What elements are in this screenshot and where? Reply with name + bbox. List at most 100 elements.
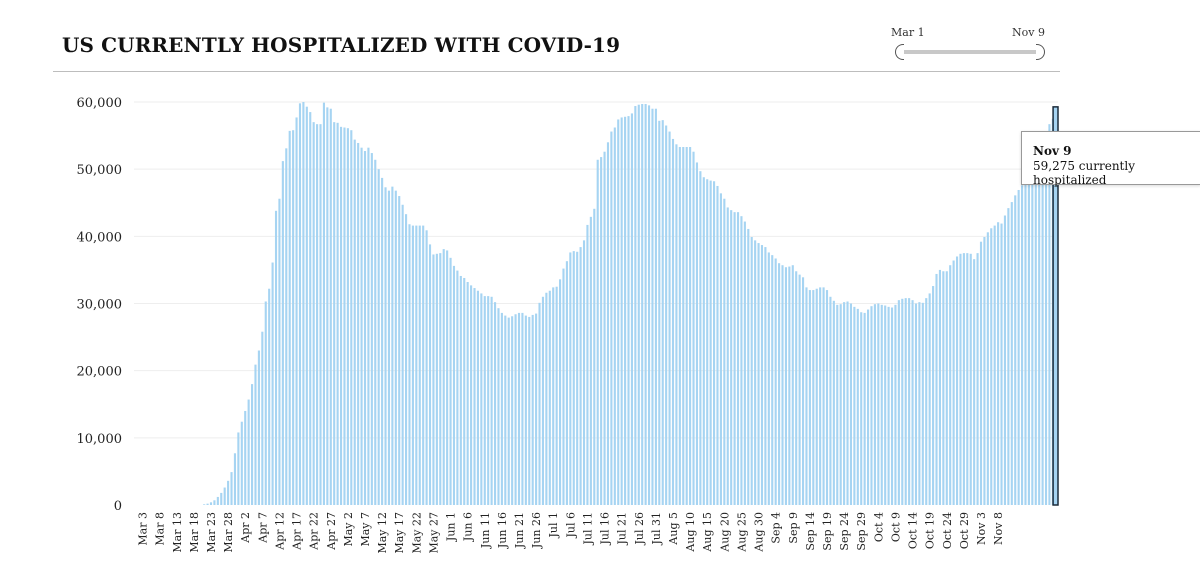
- bar[interactable]: [1048, 124, 1051, 505]
- bar[interactable]: [274, 210, 278, 505]
- bar[interactable]: [849, 303, 853, 506]
- bar[interactable]: [716, 185, 719, 506]
- bar[interactable]: [808, 290, 811, 505]
- bar[interactable]: [671, 138, 675, 506]
- bar[interactable]: [747, 228, 750, 505]
- bar[interactable]: [839, 304, 842, 505]
- bar[interactable]: [699, 171, 702, 505]
- bar[interactable]: [692, 151, 695, 505]
- bar[interactable]: [370, 153, 373, 505]
- bar[interactable]: [894, 304, 897, 505]
- bar[interactable]: [216, 496, 219, 505]
- bar[interactable]: [435, 253, 438, 505]
- bar[interactable]: [408, 224, 411, 505]
- bar[interactable]: [312, 122, 315, 506]
- bar[interactable]: [928, 293, 931, 505]
- bar[interactable]: [634, 106, 637, 505]
- bar[interactable]: [689, 147, 692, 506]
- bar[interactable]: [572, 251, 575, 505]
- bar[interactable]: [914, 303, 918, 506]
- bar[interactable]: [562, 268, 565, 505]
- bar[interactable]: [925, 298, 928, 505]
- bar[interactable]: [778, 263, 781, 505]
- bar[interactable]: [736, 212, 740, 506]
- bar[interactable]: [935, 273, 938, 505]
- bar[interactable]: [511, 316, 514, 505]
- bar[interactable]: [843, 302, 846, 505]
- bar[interactable]: [788, 266, 791, 505]
- bar[interactable]: [480, 293, 483, 505]
- bar[interactable]: [517, 312, 521, 505]
- bar[interactable]: [264, 301, 267, 505]
- bar[interactable]: [1027, 171, 1030, 505]
- bar[interactable]: [990, 228, 993, 506]
- bar[interactable]: [528, 316, 531, 505]
- bar[interactable]: [613, 127, 616, 506]
- bar[interactable]: [969, 253, 972, 505]
- bar[interactable]: [363, 151, 367, 505]
- bar[interactable]: [271, 262, 274, 505]
- bar[interactable]: [702, 177, 705, 505]
- bar[interactable]: [795, 271, 798, 505]
- bar[interactable]: [500, 312, 503, 505]
- bar[interactable]: [890, 307, 894, 505]
- bar[interactable]: [723, 198, 726, 505]
- bar[interactable]: [856, 308, 859, 505]
- bar[interactable]: [487, 296, 490, 505]
- bar[interactable]: [268, 288, 271, 505]
- bar[interactable]: [367, 147, 370, 505]
- bar[interactable]: [422, 225, 425, 505]
- bar[interactable]: [740, 216, 743, 505]
- bar[interactable]: [298, 103, 302, 506]
- bar[interactable]: [292, 130, 295, 505]
- bar[interactable]: [360, 147, 363, 505]
- bar[interactable]: [446, 250, 449, 505]
- bar[interactable]: [754, 240, 757, 505]
- bar[interactable]: [261, 331, 264, 505]
- bar[interactable]: [288, 130, 291, 506]
- bar[interactable]: [921, 302, 924, 505]
- bar[interactable]: [654, 108, 657, 505]
- bar[interactable]: [565, 261, 568, 505]
- bar[interactable]: [887, 306, 890, 505]
- bar[interactable]: [285, 148, 288, 505]
- bar[interactable]: [760, 245, 764, 505]
- bar[interactable]: [825, 290, 829, 505]
- bar[interactable]: [665, 125, 668, 505]
- bar[interactable]: [521, 312, 524, 505]
- bar[interactable]: [641, 104, 644, 505]
- bar[interactable]: [411, 225, 414, 505]
- bar[interactable]: [470, 285, 473, 505]
- bar[interactable]: [1014, 195, 1017, 505]
- bar[interactable]: [644, 104, 647, 505]
- bar[interactable]: [466, 282, 469, 505]
- bar[interactable]: [997, 222, 1000, 505]
- bar[interactable]: [555, 286, 558, 505]
- bar[interactable]: [1021, 185, 1024, 505]
- bar[interactable]: [579, 247, 582, 505]
- bar[interactable]: [976, 253, 979, 505]
- bar[interactable]: [938, 269, 941, 505]
- bar[interactable]: [651, 108, 654, 505]
- bar[interactable]: [596, 159, 599, 505]
- bar[interactable]: [497, 308, 500, 505]
- bar[interactable]: [538, 302, 541, 505]
- bar[interactable]: [630, 113, 633, 505]
- bar[interactable]: [425, 230, 428, 505]
- bar[interactable]: [610, 131, 613, 505]
- bar[interactable]: [329, 108, 332, 505]
- bar[interactable]: [973, 259, 976, 505]
- bar[interactable]: [880, 304, 883, 505]
- bar[interactable]: [394, 190, 397, 505]
- bar[interactable]: [1044, 136, 1048, 505]
- bar[interactable]: [339, 126, 343, 505]
- bar[interactable]: [227, 480, 230, 505]
- bar[interactable]: [1010, 202, 1013, 505]
- bar[interactable]: [805, 287, 808, 505]
- bar[interactable]: [675, 144, 678, 505]
- bar[interactable]: [452, 265, 456, 505]
- bar[interactable]: [333, 122, 336, 506]
- bar[interactable]: [405, 214, 408, 505]
- bar[interactable]: [606, 142, 610, 506]
- bar[interactable]: [983, 237, 986, 505]
